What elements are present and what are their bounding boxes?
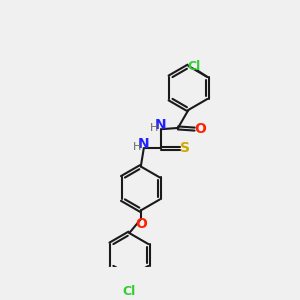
Text: N: N	[138, 137, 150, 151]
Text: N: N	[155, 118, 167, 132]
Text: H: H	[133, 142, 142, 152]
Text: O: O	[194, 122, 206, 136]
Text: O: O	[135, 217, 147, 231]
Text: Cl: Cl	[187, 60, 200, 73]
Text: S: S	[180, 141, 190, 155]
Text: H: H	[150, 123, 158, 134]
Text: Cl: Cl	[123, 285, 136, 298]
